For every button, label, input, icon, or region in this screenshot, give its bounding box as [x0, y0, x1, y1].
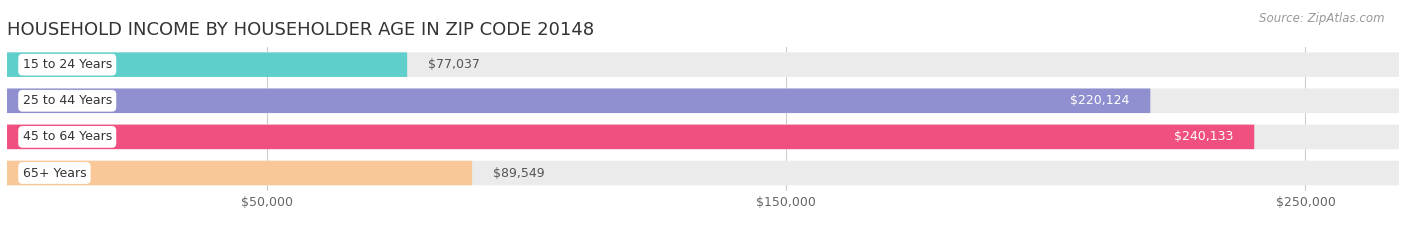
FancyBboxPatch shape: [7, 89, 1150, 113]
FancyBboxPatch shape: [7, 125, 1254, 149]
FancyBboxPatch shape: [7, 52, 1399, 77]
FancyBboxPatch shape: [7, 89, 1399, 113]
Text: 25 to 44 Years: 25 to 44 Years: [22, 94, 112, 107]
Text: 65+ Years: 65+ Years: [22, 167, 86, 179]
FancyBboxPatch shape: [7, 161, 1399, 185]
Text: $89,549: $89,549: [494, 167, 544, 179]
Text: Source: ZipAtlas.com: Source: ZipAtlas.com: [1260, 12, 1385, 25]
Text: $220,124: $220,124: [1070, 94, 1129, 107]
Text: HOUSEHOLD INCOME BY HOUSEHOLDER AGE IN ZIP CODE 20148: HOUSEHOLD INCOME BY HOUSEHOLDER AGE IN Z…: [7, 21, 595, 39]
Text: 45 to 64 Years: 45 to 64 Years: [22, 130, 112, 143]
FancyBboxPatch shape: [7, 161, 472, 185]
Text: 15 to 24 Years: 15 to 24 Years: [22, 58, 112, 71]
Text: $77,037: $77,037: [427, 58, 479, 71]
Text: $240,133: $240,133: [1174, 130, 1233, 143]
FancyBboxPatch shape: [7, 125, 1399, 149]
FancyBboxPatch shape: [7, 52, 408, 77]
